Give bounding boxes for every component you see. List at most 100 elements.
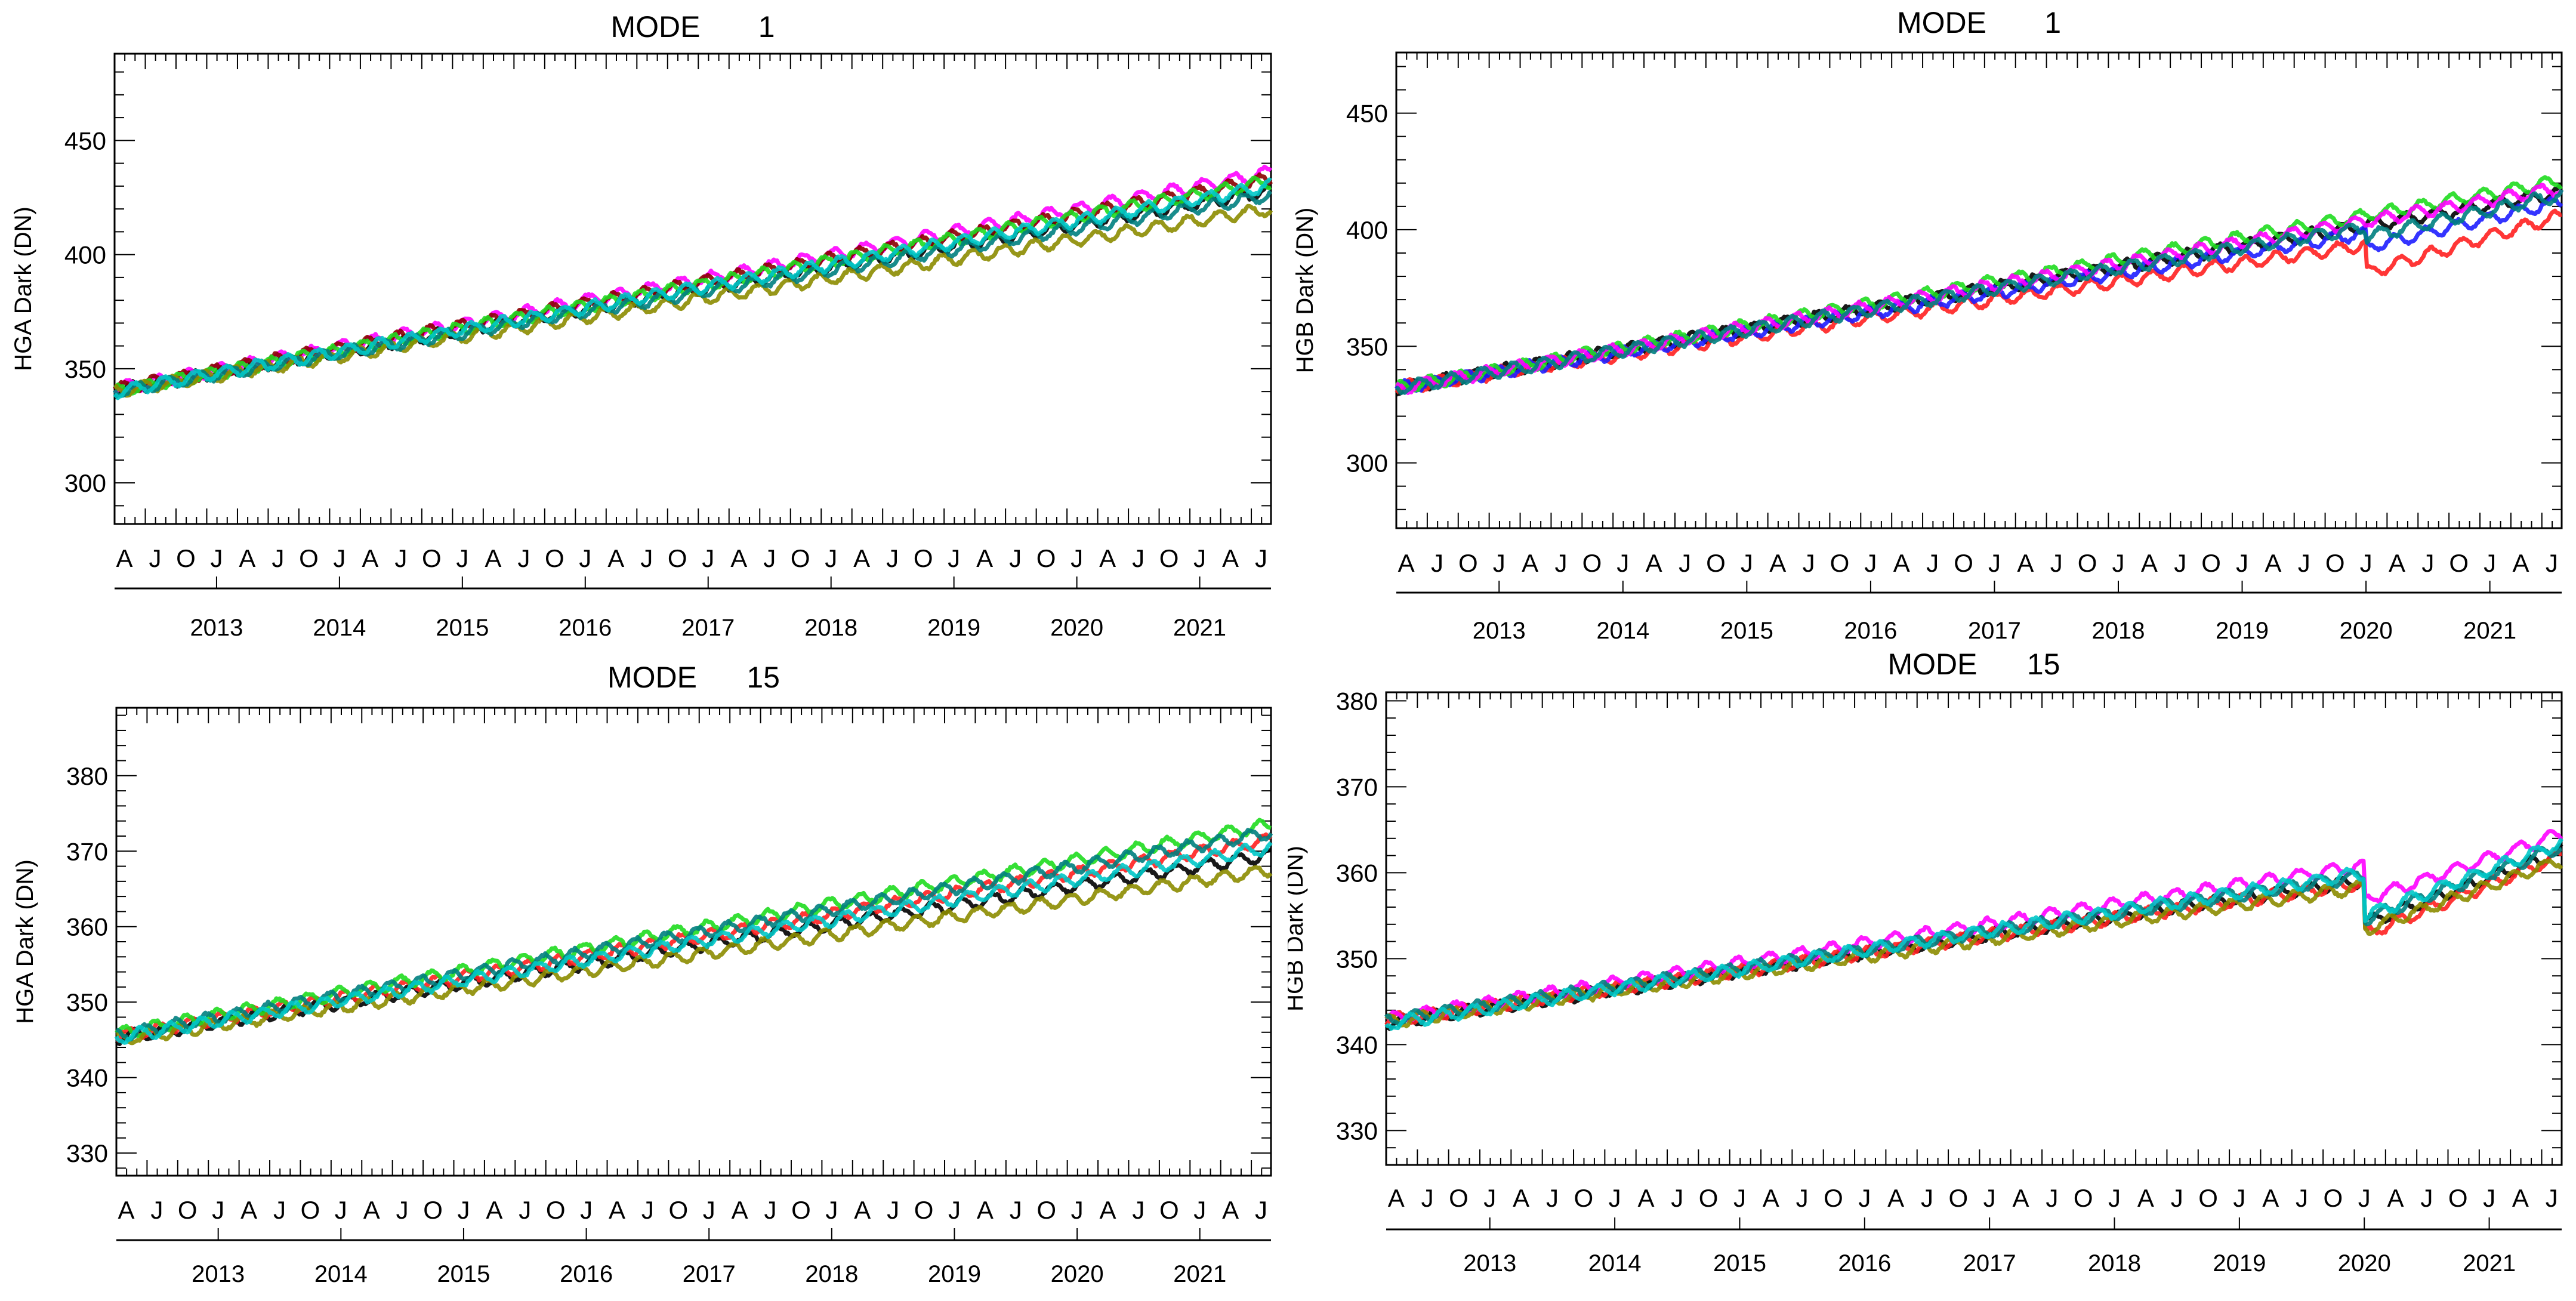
x-month-label: J xyxy=(150,1196,163,1224)
series-line-cyan xyxy=(113,177,1272,400)
x-year-label: 2016 xyxy=(559,615,612,641)
y-tick-label: 450 xyxy=(64,127,106,155)
x-year-label: 2014 xyxy=(1596,618,1649,644)
x-month-label: A xyxy=(2012,1184,2029,1212)
x-month-label: O xyxy=(1449,1184,1469,1212)
y-axis-label: HGA Dark (DN) xyxy=(12,859,38,1024)
x-year-label: 2015 xyxy=(1713,1250,1766,1277)
x-year-label: 2020 xyxy=(1051,1261,1104,1287)
x-month-label: J xyxy=(2546,549,2558,577)
y-axis-label: HGB Dark (DN) xyxy=(1292,208,1318,374)
x-month-label: O xyxy=(1159,544,1179,572)
x-month-label: A xyxy=(118,1196,134,1224)
x-month-label: A xyxy=(1398,549,1415,577)
x-month-label: A xyxy=(607,544,624,572)
x-month-label: O xyxy=(914,1196,934,1224)
x-month-label: J xyxy=(580,1196,593,1224)
series-line-olive xyxy=(1384,858,2563,1029)
y-tick-label: 450 xyxy=(1346,100,1388,128)
x-month-label: A xyxy=(853,544,870,572)
x-month-label: A xyxy=(1763,1184,1779,1212)
x-month-label: J xyxy=(948,544,960,572)
x-month-label: J xyxy=(1546,1184,1559,1212)
x-year-label: 2020 xyxy=(1050,615,1103,641)
x-month-label: A xyxy=(2387,1184,2404,1212)
x-month-label: J xyxy=(1988,549,2001,577)
y-axis-label: HGA Dark (DN) xyxy=(10,206,36,371)
x-year-label: 2019 xyxy=(928,1261,981,1287)
x-year-label: 2018 xyxy=(804,615,857,641)
x-month-label: J xyxy=(2112,549,2124,577)
x-month-label: J xyxy=(1858,1184,1871,1212)
x-month-label: O xyxy=(914,544,933,572)
x-month-label: J xyxy=(394,544,407,572)
x-month-label: O xyxy=(299,544,319,572)
x-month-label: O xyxy=(545,544,564,572)
x-month-label: J xyxy=(1926,549,1939,577)
x-year-label: 2019 xyxy=(2216,618,2269,644)
x-month-label: A xyxy=(485,544,501,572)
x-month-label: J xyxy=(1132,1196,1144,1224)
x-year-label: 2014 xyxy=(313,615,366,641)
y-tick-label: 360 xyxy=(66,913,108,941)
x-month-label: O xyxy=(1954,549,1973,577)
chart-hga-mode1: MODE 1 HGA Dark (DN) 300 350 400 450 A J O J A J O J A… xyxy=(0,0,1288,650)
x-month-label: J xyxy=(1255,544,1267,572)
x-month-label: A xyxy=(732,1196,748,1224)
x-month-label: J xyxy=(149,544,161,572)
x-month-label: O xyxy=(1706,549,1726,577)
x-month-label: J xyxy=(2421,549,2434,577)
x-year-label: 2013 xyxy=(190,615,243,641)
x-month-label: A xyxy=(976,544,993,572)
x-month-label: J xyxy=(640,544,653,572)
x-month-label: A xyxy=(1887,1184,1904,1212)
chart-title: MODE 1 xyxy=(610,10,775,44)
x-month-label: O xyxy=(1582,549,1602,577)
y-tick-label: 350 xyxy=(1336,945,1378,973)
y-tick-label: 300 xyxy=(64,469,106,497)
x-month-label: J xyxy=(702,544,714,572)
x-month-label: O xyxy=(2078,549,2097,577)
x-year-label: 2018 xyxy=(2088,1250,2141,1277)
x-month-label: J xyxy=(1255,1196,1267,1224)
x-month-label: J xyxy=(763,544,776,572)
x-month-label: J xyxy=(948,1196,961,1224)
x-month-label: J xyxy=(1555,549,1568,577)
x-month-label: J xyxy=(2296,1184,2308,1212)
x-month-label: O xyxy=(668,544,687,572)
y-tick-label: 400 xyxy=(1346,216,1388,244)
x-year-label: 2016 xyxy=(560,1261,613,1287)
x-month-label: J xyxy=(1616,549,1629,577)
x-year-label: 2013 xyxy=(192,1261,245,1287)
x-month-label: A xyxy=(977,1196,994,1224)
x-month-label: O xyxy=(2201,549,2221,577)
y-tick-label: 400 xyxy=(64,241,106,269)
x-month-label: O xyxy=(1699,1184,1719,1212)
y-tick-label: 340 xyxy=(66,1064,108,1092)
x-year-label: 2015 xyxy=(1720,618,1773,644)
chart-hga-mode15: MODE 15 HGA Dark (DN) 330 340 350 360 370 380 A J… xyxy=(0,650,1288,1301)
x-year-label: 2019 xyxy=(927,615,980,641)
x-year-label: 2021 xyxy=(2463,618,2516,644)
x-month-label: J xyxy=(457,1196,470,1224)
x-month-label: O xyxy=(422,544,442,572)
y-tick-label: 330 xyxy=(66,1139,108,1167)
chart-hgb-mode15: MODE 15 HGB Dark (DN) 330 340 350 360 370 380 A J… xyxy=(1288,650,2576,1301)
x-month-label: A xyxy=(1646,549,1662,577)
x-month-label: J xyxy=(2171,1184,2183,1212)
x-month-label: J xyxy=(212,1196,224,1224)
x-year-label: 2020 xyxy=(2340,618,2393,644)
x-month-label: O xyxy=(1574,1184,1593,1212)
x-year-label: 2021 xyxy=(2463,1250,2516,1277)
x-month-label: J xyxy=(825,1196,838,1224)
x-month-label: A xyxy=(240,1196,257,1224)
x-month-label: J xyxy=(2420,1184,2433,1212)
x-month-label: J xyxy=(1431,549,1443,577)
x-month-label: O xyxy=(546,1196,566,1224)
y-tick-label: 350 xyxy=(66,988,108,1016)
x-month-label: O xyxy=(2198,1184,2218,1212)
x-month-label: J xyxy=(1009,544,1022,572)
x-year-label: 2015 xyxy=(437,1261,490,1287)
x-year-label: 2020 xyxy=(2338,1250,2391,1277)
